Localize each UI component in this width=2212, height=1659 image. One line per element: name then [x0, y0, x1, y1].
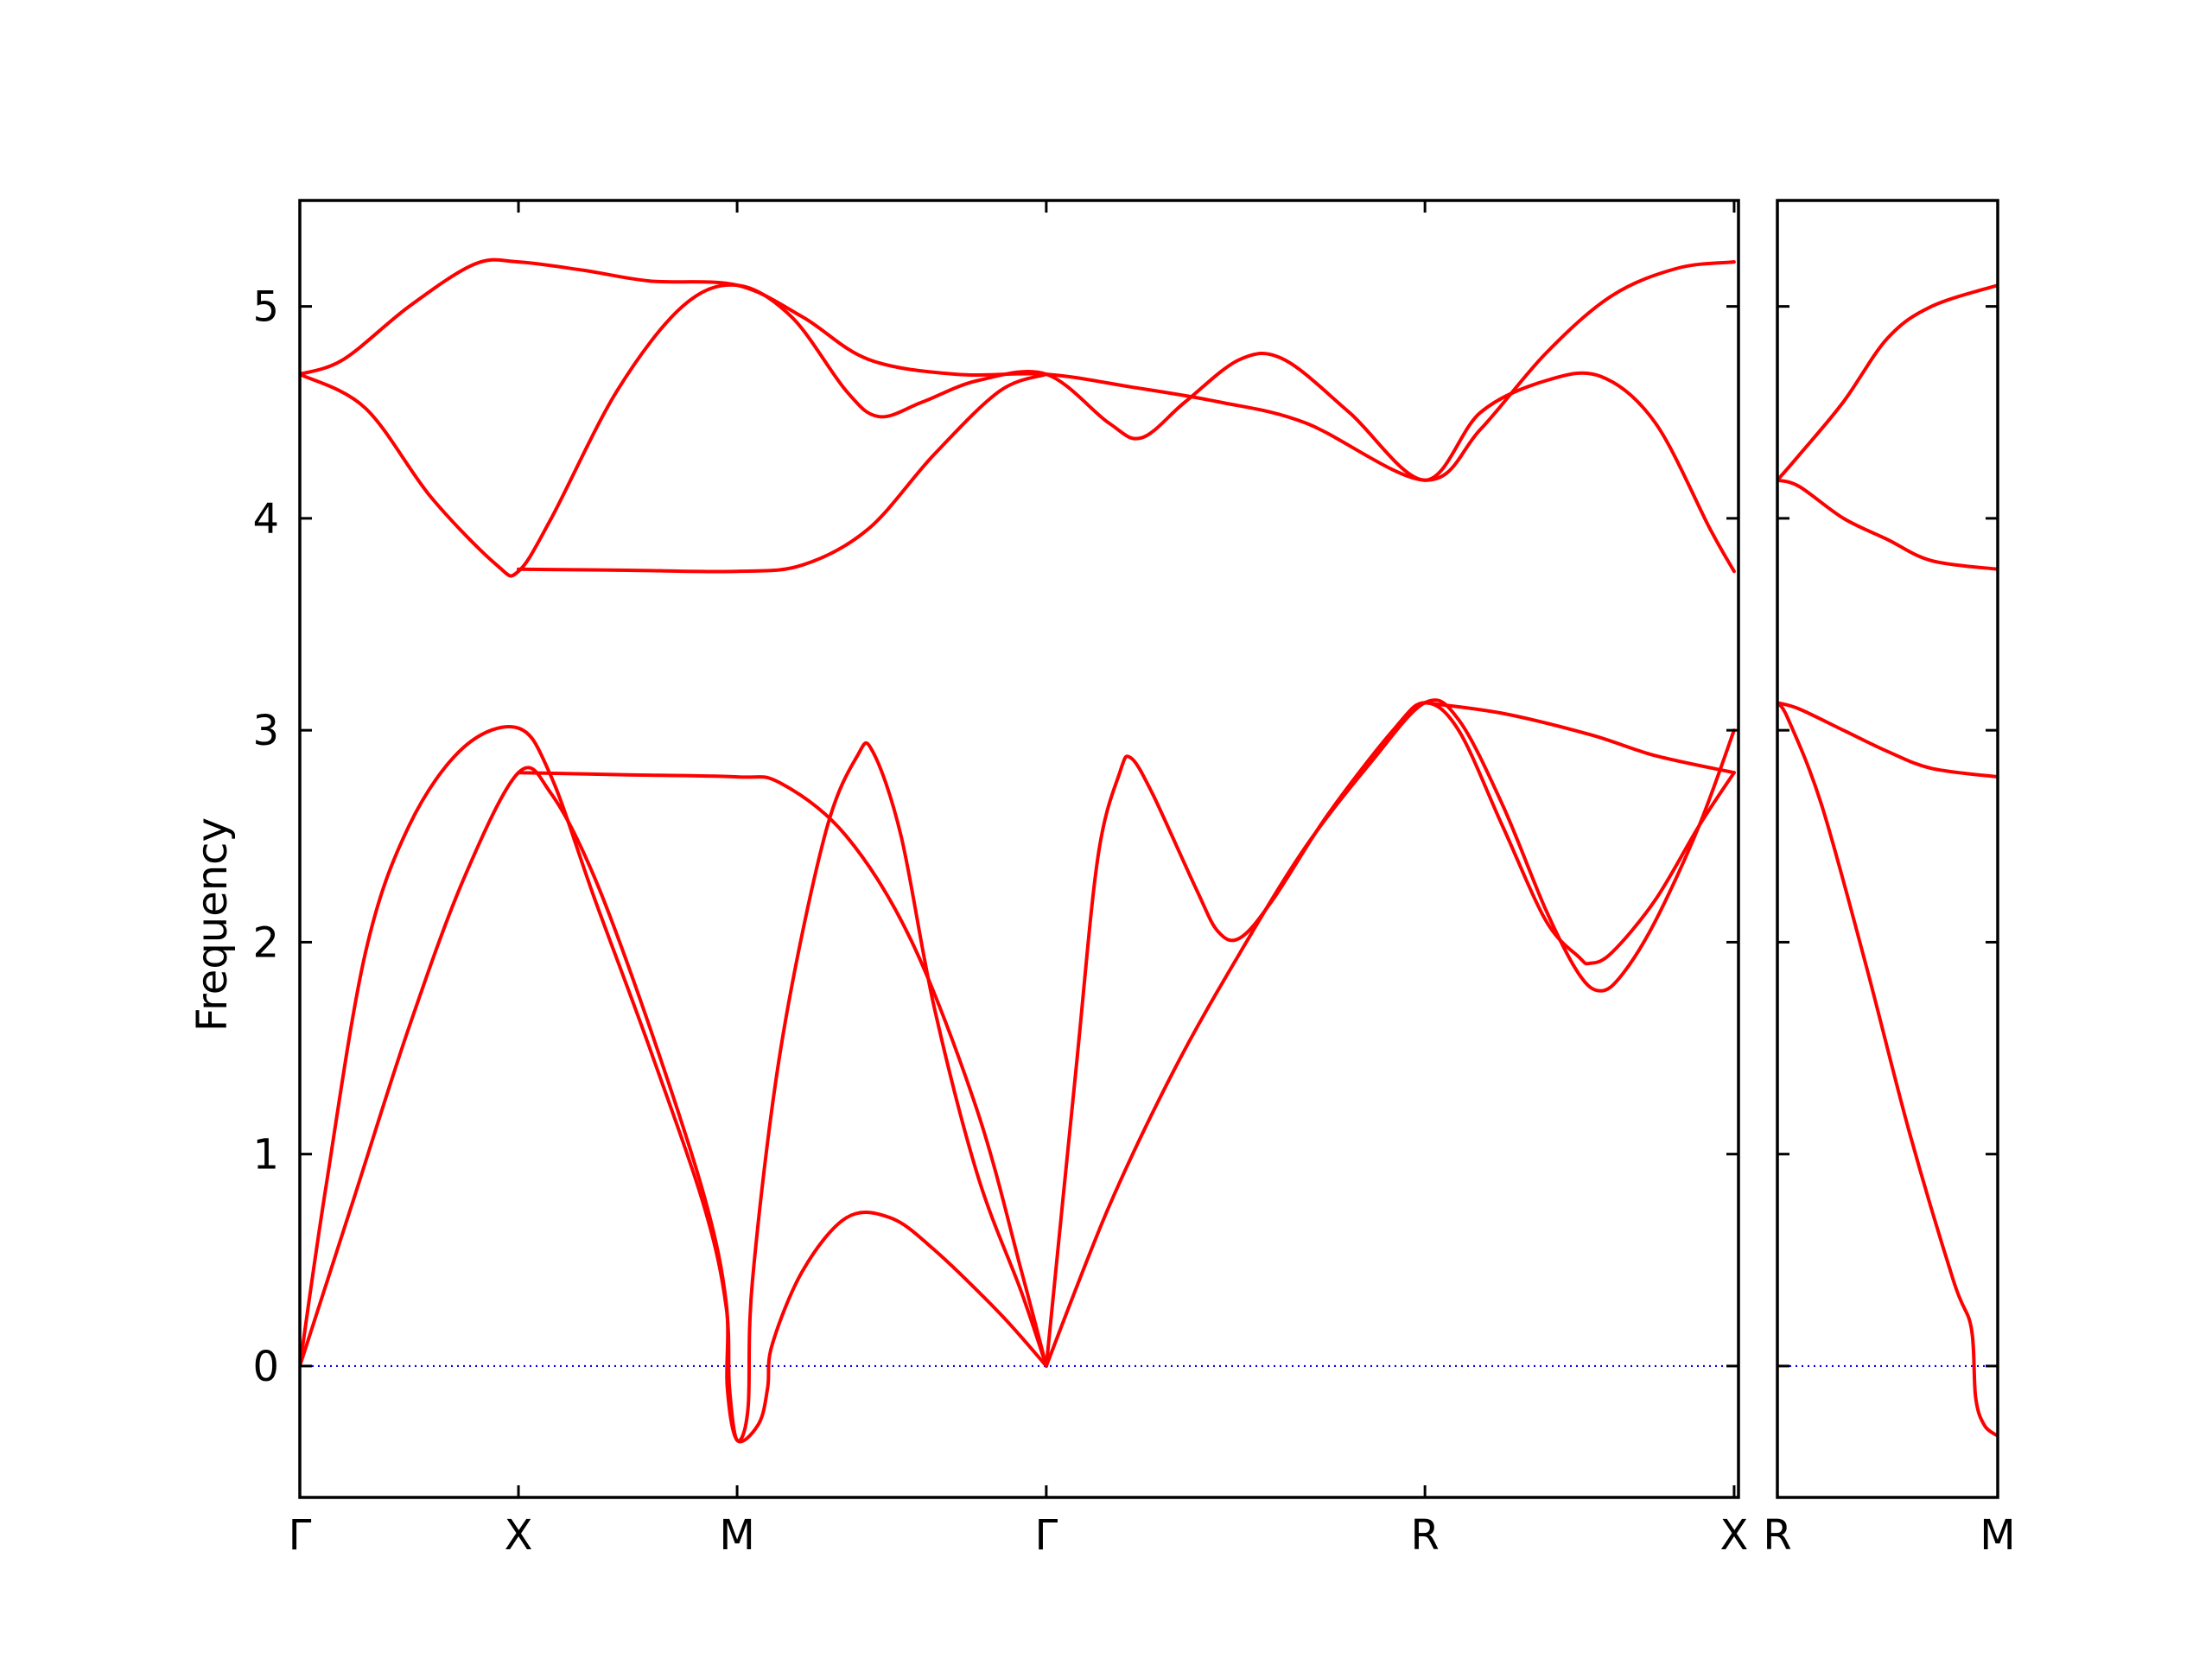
x-tick-label: R — [1763, 1511, 1791, 1560]
y-axis-label: Frequency — [188, 817, 237, 1032]
left-panel: 0 1 2 3 4 5 Γ X M Γ R X — [252, 199, 1748, 1560]
band-line-2 — [1777, 701, 1998, 779]
band-line-1 — [1777, 701, 1998, 1438]
y-tick-label: 3 — [252, 707, 279, 755]
left-panel-bands — [300, 257, 1736, 1444]
band-line-5 — [300, 283, 1736, 578]
y-tick-label: 0 — [252, 1343, 279, 1391]
left-panel-frame — [298, 199, 1740, 1499]
x-tick-label: X — [505, 1511, 533, 1560]
y-tick-label: 4 — [252, 495, 279, 543]
y-tick-label: 5 — [252, 283, 279, 332]
x-tick-label: X — [1719, 1511, 1748, 1560]
band-line-8 — [1044, 701, 1736, 1368]
band-line-6 — [517, 372, 1048, 574]
x-tick-label: M — [719, 1511, 754, 1560]
x-tick-label: M — [1980, 1511, 2015, 1560]
band-line-3 — [517, 771, 1048, 1368]
band-line-9 — [1423, 701, 1736, 775]
right-panel-frame — [1776, 199, 1999, 1499]
band-line-2 — [300, 766, 1048, 1444]
y-tick-label: 1 — [252, 1131, 279, 1179]
band-line-3 — [1777, 478, 1998, 571]
x-tick-label: Γ — [289, 1511, 312, 1560]
band-line-4 — [1777, 283, 1998, 482]
y-tick-label: 2 — [252, 918, 279, 967]
right-panel-bands — [1777, 283, 1998, 1438]
x-tick-label: Γ — [1035, 1511, 1058, 1560]
x-tick-label: R — [1410, 1511, 1439, 1560]
band-line-7 — [1044, 698, 1736, 1368]
